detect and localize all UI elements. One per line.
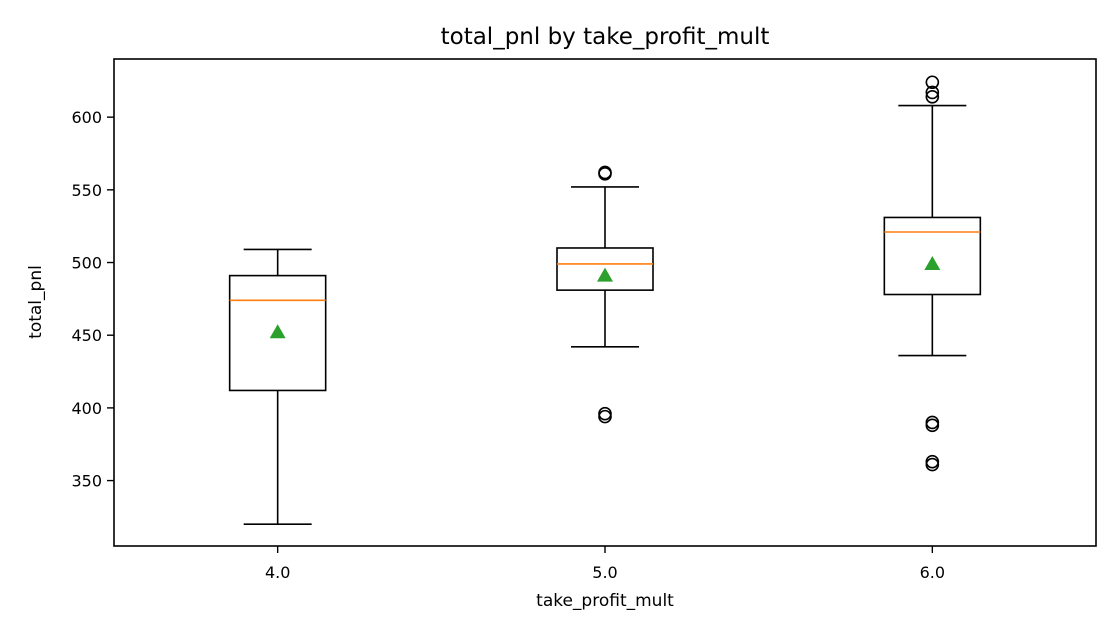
mean-marker [269, 324, 286, 339]
box-iqr [883, 216, 982, 296]
outlier-point [598, 406, 612, 421]
outlier-point [925, 454, 940, 469]
y-tick-label: 400 [71, 399, 102, 418]
x-tick-label: 4.0 [265, 563, 290, 582]
outlier-point [925, 415, 940, 430]
y-axis: 350 400 450 500 550 600 [71, 108, 114, 491]
y-tick-label: 450 [71, 326, 102, 345]
y-tick-label: 500 [71, 254, 102, 273]
outlier-point [925, 75, 940, 90]
mean-marker [924, 255, 941, 270]
box-group [883, 75, 982, 472]
mean-marker [597, 267, 613, 282]
box-plots [228, 75, 982, 525]
outlier-point [598, 165, 612, 180]
box-iqr [228, 274, 327, 392]
chart-title: total_pnl by take_profit_mult [441, 24, 770, 50]
y-tick-label: 350 [71, 472, 102, 491]
y-tick-label: 600 [71, 108, 102, 127]
y-axis-label: total_pnl [26, 265, 46, 339]
x-tick-label: 6.0 [920, 563, 945, 582]
y-tick-label: 550 [71, 181, 102, 200]
box-group [556, 165, 654, 424]
box-iqr [556, 247, 654, 291]
x-axis-label: take_profit_mult [536, 591, 674, 611]
outlier-point [925, 85, 940, 100]
box-group [228, 248, 327, 525]
x-axis: 4.0 5.0 6.0 [265, 546, 945, 582]
x-tick-label: 5.0 [592, 563, 617, 582]
outlier-point [925, 89, 940, 104]
